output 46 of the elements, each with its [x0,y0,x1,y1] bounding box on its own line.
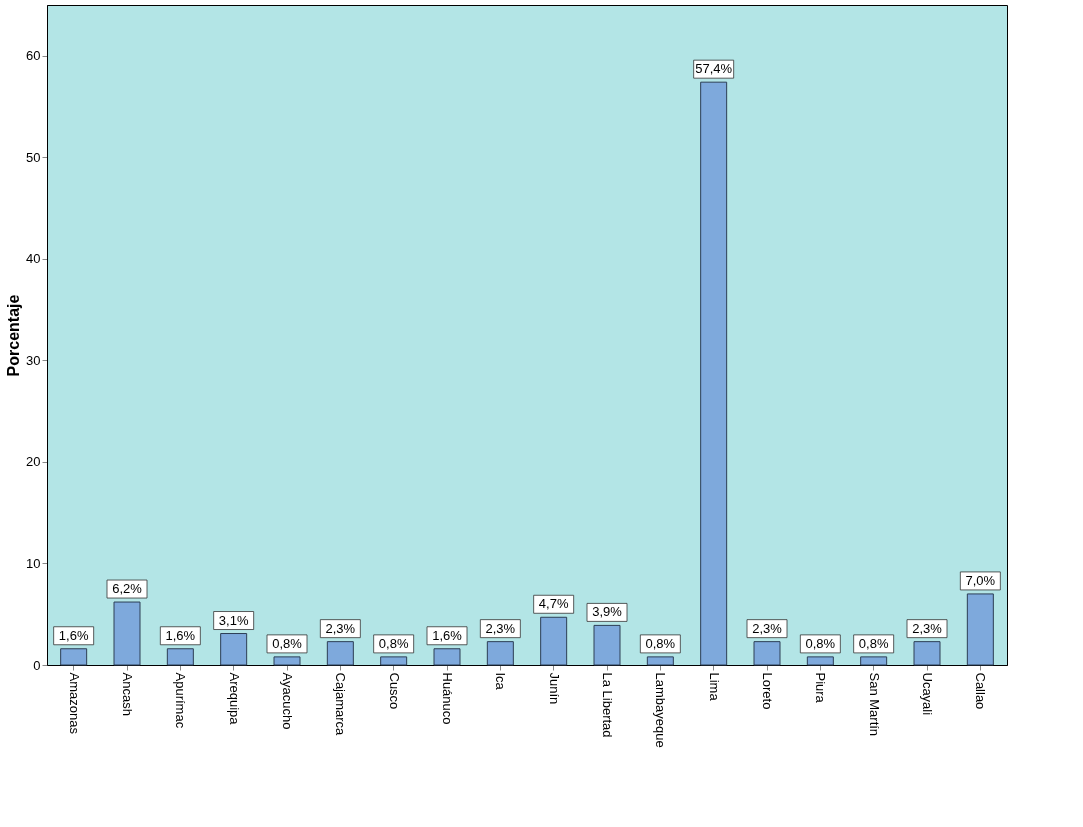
y-tick-label: 50 [26,149,41,165]
data-label: 0,8% [805,635,836,651]
y-tick-label: 0 [33,657,41,673]
x-tick-label: Loreto [760,672,775,710]
data-label: 3,9% [592,604,623,620]
x-tick-label: Lima [706,672,722,702]
data-label: 2,3% [485,620,516,636]
data-label: 6,2% [112,581,143,597]
x-tick-label: Ancash [120,672,135,716]
x-tick-label: La Libertad [600,672,615,738]
data-label: 4,7% [538,596,569,612]
y-tick-label: 10 [26,555,41,571]
data-label: 7,0% [965,572,996,588]
y-tick-label: 40 [26,251,41,267]
data-label: 3,1% [218,612,249,628]
x-tick-label: Amazonas [66,672,82,735]
data-label: 0,8% [645,635,676,651]
data-label: 2,3% [752,620,783,636]
y-tick-label: 30 [26,352,41,368]
x-tick-label: Junín [546,672,562,705]
y-tick-label: 60 [26,48,41,64]
x-tick-label: Ayacucho [280,672,295,730]
data-label: 0,8% [378,635,409,651]
data-label: 1,6% [58,627,89,643]
data-label: 57,4% [695,61,733,77]
data-label: 2,3% [325,620,356,636]
bar [220,633,248,666]
x-tick-label: Lambayeque [653,672,669,748]
x-tick-label: Apurímac [173,672,189,729]
x-tick-label: Piura [813,672,829,704]
x-tick-label: Arequipa [226,672,242,726]
x-tick-label: Cusco [386,672,402,710]
bar [700,81,728,666]
data-label: 1,6% [165,627,196,643]
x-tick-label: Cajamarca [333,672,349,737]
x-tick-label: Ucayali [920,672,935,716]
x-tick-label: Huánuco [440,672,455,725]
y-tick-label: 20 [26,454,41,470]
x-tick-label: San Martín [866,672,882,737]
data-label: 0,8% [858,635,889,651]
y-axis-title: Porcentaje [5,294,23,377]
x-tick-label: Ica [493,672,509,691]
data-label: 2,3% [912,620,943,636]
x-tick-label: Callao [973,672,989,710]
data-label: 0,8% [272,635,303,651]
data-label: 1,6% [432,627,463,643]
